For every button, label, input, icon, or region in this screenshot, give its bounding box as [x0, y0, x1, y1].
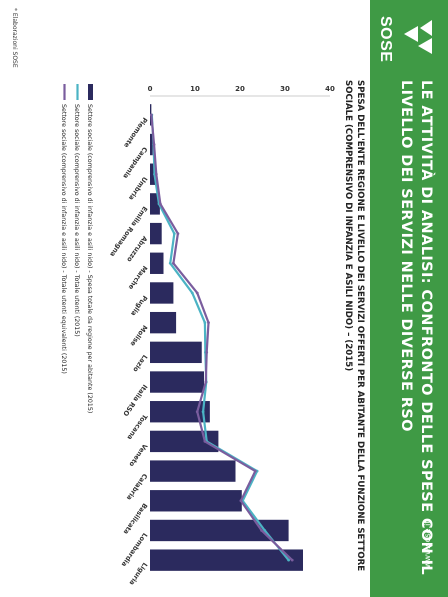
series-point-1 [168, 261, 172, 265]
bar-basilicata [150, 490, 242, 512]
category-label: Calabria [125, 472, 149, 502]
y-tick-label: 40 [325, 85, 335, 93]
series-point-2 [253, 469, 257, 473]
series-lines [149, 113, 294, 562]
series-point-1 [201, 410, 205, 414]
series-point-1 [263, 529, 267, 532]
category-label: Emilia Romagna [108, 205, 149, 258]
bar-campania [150, 133, 153, 156]
bar-toscana [150, 401, 210, 423]
series-point-2 [207, 321, 210, 325]
logo-mark-icon [404, 20, 432, 54]
bar-italia-rso [150, 371, 204, 393]
series-point-2 [260, 529, 263, 532]
sose-logo: SOSE [377, 6, 440, 68]
header-bar: SOSE LE ATTIVITÀ DI ANALISI: CONFRONTO D… [370, 0, 448, 597]
category-label: Piemonte [122, 116, 149, 150]
series-point-2 [195, 410, 199, 414]
y-tick-group: 20 [235, 85, 245, 93]
category-label: Puglia [129, 294, 149, 318]
footnote: * Elaborazioni SOSE [11, 8, 18, 68]
bar-veneto [149, 430, 219, 453]
series-point-2 [239, 499, 243, 503]
category-label: Lazio [131, 353, 149, 374]
website-wrap: www.sose.it [423, 521, 433, 569]
legend-label: Settore sociale (comprensivo di infanzia… [73, 104, 80, 337]
y-tick-label: 0 [148, 85, 153, 93]
series-point-2 [149, 113, 153, 117]
y-tick-group: 40 [325, 85, 335, 93]
legend: Settore sociale (comprensivo di infanzia… [60, 84, 93, 413]
bars [149, 104, 303, 571]
bar-molise [150, 311, 177, 334]
website-link[interactable]: www.sose.it [423, 520, 432, 569]
series-point-1 [172, 232, 176, 235]
y-tick-label: 10 [190, 85, 200, 93]
bar-liguria [150, 549, 303, 571]
series-point-2 [154, 172, 158, 176]
series-point-2 [195, 291, 199, 295]
series-point-2 [171, 261, 175, 265]
series-point-1 [287, 558, 290, 562]
category-label: Liguria [128, 561, 149, 587]
category-label: Molise [128, 324, 149, 349]
series-point-2 [152, 143, 156, 146]
y-tick-group: 0 [148, 85, 153, 93]
series-point-1 [203, 321, 207, 325]
series-point-2 [204, 380, 208, 384]
series-line-1 [150, 114, 290, 561]
y-tick-label: 20 [235, 85, 245, 93]
legend-label: Settore sociale (comprensivo di infanzia… [86, 104, 93, 413]
series-point-2 [205, 350, 209, 354]
y-tick-label: 30 [280, 85, 290, 93]
bar-lombardia [150, 519, 289, 542]
legend-swatch [88, 84, 93, 100]
series-line-2 [150, 114, 293, 561]
category-label: Campania [121, 145, 149, 180]
bar-calabria [150, 460, 236, 482]
series-point-2 [158, 202, 162, 206]
y-tick-group: 10 [190, 85, 200, 93]
bar-marche [150, 252, 164, 274]
bar-abruzzo [150, 222, 162, 245]
category-label: Basilicata [122, 502, 149, 536]
bar-puglia [149, 282, 174, 304]
legend-label: Settore sociale (comprensivo di infanzia… [60, 104, 67, 374]
series-point-2 [203, 440, 207, 443]
category-label: Veneto [127, 442, 149, 468]
series-point-1 [190, 291, 194, 295]
y-tick-group: 30 [280, 85, 290, 93]
bar-lazio [150, 341, 202, 364]
category-label: Umbria [127, 175, 149, 202]
series-point-2 [176, 232, 180, 235]
category-label: Italia RSO [121, 383, 149, 418]
category-label: Marche [126, 264, 149, 291]
series-point-2 [290, 558, 294, 562]
y-axis: 0 10 20 30 40 [148, 85, 335, 97]
